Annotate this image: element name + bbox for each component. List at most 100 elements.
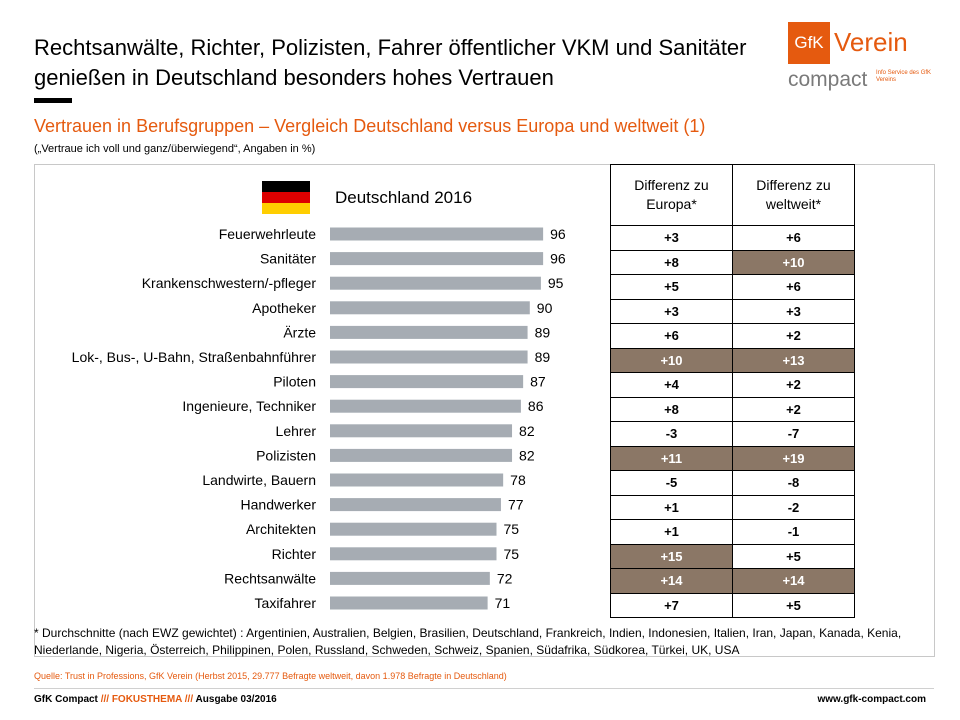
cell-europe: +10 xyxy=(610,347,733,373)
header-europe: Differenz zu Europa* xyxy=(610,164,733,226)
category-label: Feuerwehrleute xyxy=(219,226,316,242)
cell-europe: +14 xyxy=(610,568,733,594)
cell-world: -7 xyxy=(732,421,855,447)
bar xyxy=(330,325,528,339)
data-label: 95 xyxy=(548,275,564,291)
data-label: 82 xyxy=(519,447,535,463)
category-label: Handwerker xyxy=(241,497,317,513)
title-underline xyxy=(34,98,72,103)
logo-info-text: Info Service des GfK Vereins xyxy=(876,70,932,83)
table-row: +1 -2 xyxy=(610,494,855,520)
germany-flag-icon xyxy=(262,181,310,214)
difference-table: Differenz zu Europa* Differenz zu weltwe… xyxy=(610,164,855,618)
cell-world: +6 xyxy=(732,225,855,251)
category-label: Richter xyxy=(272,546,317,562)
page-title: Rechtsanwälte, Richter, Polizisten, Fahr… xyxy=(34,35,747,90)
footer-issue: Ausgabe 03/2016 xyxy=(195,694,277,705)
bar xyxy=(330,350,528,364)
cell-world: +3 xyxy=(732,298,855,324)
data-label: 71 xyxy=(495,595,511,611)
category-label: Apotheker xyxy=(252,300,316,316)
cell-europe: +5 xyxy=(610,274,733,300)
cell-europe: +8 xyxy=(610,249,733,275)
bar xyxy=(330,252,544,266)
cell-europe: -5 xyxy=(610,470,733,496)
cell-world: +2 xyxy=(732,372,855,398)
bar xyxy=(330,522,497,536)
bar xyxy=(330,301,530,315)
cell-europe: +8 xyxy=(610,396,733,422)
category-label: Krankenschwestern/-pfleger xyxy=(142,275,317,291)
table-row: +7 +5 xyxy=(610,592,855,618)
data-label: 96 xyxy=(550,251,566,267)
table-row: +3 +3 xyxy=(610,298,855,324)
gfk-logo-box: GfK xyxy=(788,22,830,64)
bar xyxy=(330,375,524,389)
cell-europe: +4 xyxy=(610,372,733,398)
table-row: +4 +2 xyxy=(610,372,855,398)
data-label: 96 xyxy=(550,226,566,242)
data-label: 82 xyxy=(519,423,535,439)
bar-chart: Feuerwehrleute 96 Sanitäter 96 Krankenschwes… xyxy=(72,226,566,611)
cell-europe: -3 xyxy=(610,421,733,447)
flag-stripe-red xyxy=(262,192,310,203)
footer-left: GfK Compact /// FOKUSTHEMA /// Ausgabe 0… xyxy=(34,694,277,705)
data-label: 77 xyxy=(508,497,524,513)
table-row: -5 -8 xyxy=(610,470,855,496)
cell-world: +2 xyxy=(732,323,855,349)
cell-europe: +11 xyxy=(610,445,733,471)
cell-world: +5 xyxy=(732,592,855,618)
table-row: +1 -1 xyxy=(610,519,855,545)
cell-world: +14 xyxy=(732,568,855,594)
table-row: +8 +2 xyxy=(610,396,855,422)
cell-europe: +15 xyxy=(610,543,733,569)
footer-section: FOKUSTHEMA xyxy=(111,694,182,705)
bar xyxy=(330,399,521,413)
data-label: 78 xyxy=(510,472,526,488)
cell-world: +6 xyxy=(732,274,855,300)
bar xyxy=(330,596,488,610)
chart-panel xyxy=(34,164,935,657)
data-label: 75 xyxy=(504,521,520,537)
page-subtitle: Vertrauen in Berufsgruppen – Vergleich D… xyxy=(34,116,706,136)
data-label: 90 xyxy=(537,300,553,316)
cell-world: -1 xyxy=(732,519,855,545)
table-row: +10 +13 xyxy=(610,347,855,373)
footer-url: www.gfk-compact.com xyxy=(817,694,926,705)
unit-note: („Vertraue ich voll und ganz/überwiegend… xyxy=(34,143,316,155)
logo-compact-text: compact xyxy=(788,68,868,91)
category-label: Architekten xyxy=(246,521,316,537)
category-label: Piloten xyxy=(273,374,316,390)
category-label: Lehrer xyxy=(276,423,317,439)
table-header-row: Differenz zu Europa* Differenz zu weltwe… xyxy=(610,164,855,226)
cell-world: +5 xyxy=(732,543,855,569)
category-label: Rechtsanwälte xyxy=(224,570,316,586)
table-row: +5 +6 xyxy=(610,274,855,300)
table-row: +8 +10 xyxy=(610,249,855,275)
data-label: 89 xyxy=(535,349,551,365)
data-label: 72 xyxy=(497,570,513,586)
bar xyxy=(330,448,513,462)
bar xyxy=(330,571,490,585)
source-note: Quelle: Trust in Professions, GfK Verein… xyxy=(34,671,507,681)
table-row: +15 +5 xyxy=(610,543,855,569)
category-label: Polizisten xyxy=(256,447,316,463)
cell-europe: +6 xyxy=(610,323,733,349)
data-label: 86 xyxy=(528,398,544,414)
data-label: 87 xyxy=(530,374,546,390)
bar xyxy=(330,424,513,438)
gfk-verein-logo: GfK Verein compact Info Service des GfK … xyxy=(788,22,938,91)
footer-brand: GfK Compact xyxy=(34,694,98,705)
table-row: +6 +2 xyxy=(610,323,855,349)
cell-europe: +7 xyxy=(610,592,733,618)
category-label: Sanitäter xyxy=(260,251,316,267)
footer-separator: /// xyxy=(100,694,110,705)
table-body: +3 +6 +8 +10 +5 +6 +3 +3 +6 +2 +10 +13 +4 +2 +8 +2 -3 -7 +… xyxy=(610,225,855,618)
cell-world: +10 xyxy=(732,249,855,275)
table-row: +14 +14 xyxy=(610,568,855,594)
footer-divider xyxy=(34,688,934,689)
bar xyxy=(330,276,541,290)
bar xyxy=(330,498,501,512)
data-label: 75 xyxy=(504,546,520,562)
category-label: Ärzte xyxy=(283,324,316,340)
